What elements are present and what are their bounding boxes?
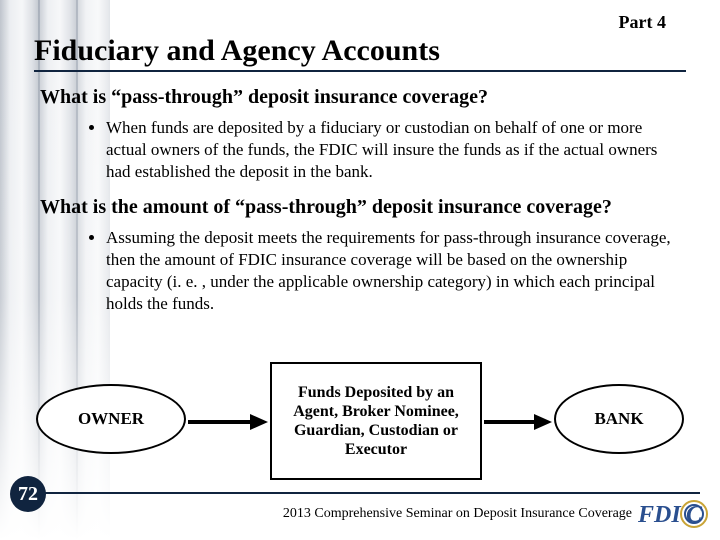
- intermediary-label: Funds Deposited by an Agent, Broker Nomi…: [280, 383, 472, 460]
- fdic-logo-icon: FDI C: [638, 496, 708, 532]
- owner-node: OWNER: [36, 384, 186, 454]
- bank-node: BANK: [554, 384, 684, 454]
- q1-bullet-1: When funds are deposited by a fiduciary …: [106, 117, 676, 182]
- title-rule: [34, 70, 686, 72]
- arrow-2-icon: [484, 412, 552, 432]
- footer-text: 2013 Comprehensive Seminar on Deposit In…: [283, 506, 632, 522]
- slide-number: 72: [18, 483, 38, 506]
- question-2: What is the amount of “pass-through” dep…: [40, 196, 686, 219]
- slide-content: Part 4 Fiduciary and Agency Accounts Wha…: [0, 0, 720, 314]
- q2-bullets: Assuming the deposit meets the requireme…: [106, 227, 676, 314]
- flow-diagram: OWNER Funds Deposited by an Agent, Broke…: [34, 362, 686, 482]
- svg-text:C: C: [686, 502, 703, 528]
- arrow-1-icon: [188, 412, 268, 432]
- slide-title: Fiduciary and Agency Accounts: [34, 34, 686, 68]
- slide-number-badge: 72: [10, 476, 46, 512]
- owner-label: OWNER: [78, 409, 144, 429]
- footer-rule: [36, 492, 700, 494]
- part-label: Part 4: [619, 12, 666, 33]
- question-1: What is “pass-through” deposit insurance…: [40, 86, 686, 109]
- q1-bullets: When funds are deposited by a fiduciary …: [106, 117, 676, 182]
- svg-text:FDI: FDI: [638, 502, 682, 528]
- intermediary-node: Funds Deposited by an Agent, Broker Nomi…: [270, 362, 482, 480]
- bank-label: BANK: [594, 409, 643, 429]
- q2-bullet-1: Assuming the deposit meets the requireme…: [106, 227, 676, 314]
